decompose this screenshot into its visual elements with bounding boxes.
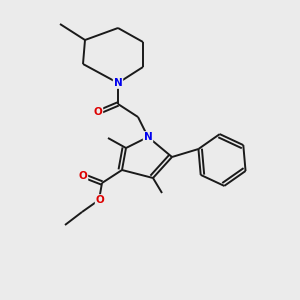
Text: N: N <box>144 132 152 142</box>
Text: N: N <box>114 78 122 88</box>
Text: O: O <box>79 171 87 181</box>
Text: O: O <box>96 195 104 205</box>
Text: O: O <box>94 107 102 117</box>
